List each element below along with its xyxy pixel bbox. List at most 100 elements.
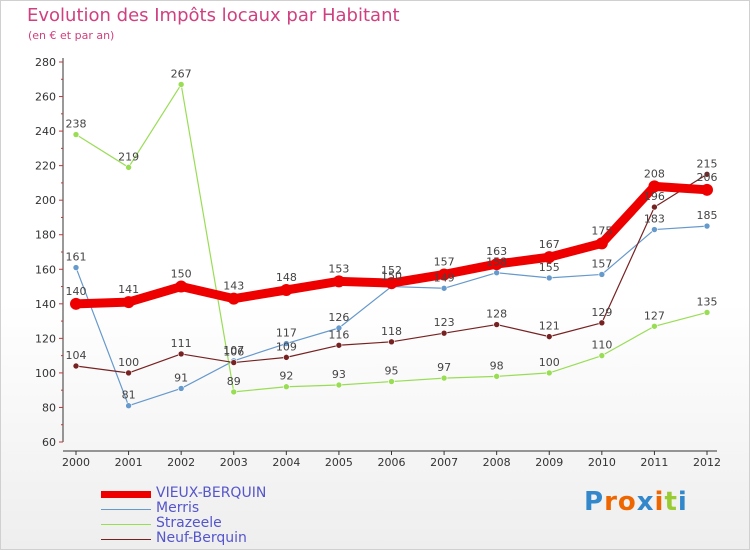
data-label: 116 [328,328,349,341]
x-tick-label: 2005 [325,456,353,469]
data-label: 158 [486,256,507,269]
logo-letter: r [604,487,618,517]
data-point [175,280,188,293]
data-point [70,297,82,310]
data-point [283,354,290,361]
x-tick-label: 2006 [378,456,406,469]
data-point [177,81,185,88]
data-point [177,350,185,358]
data-label: 155 [539,261,560,274]
data-label: 123 [434,316,455,329]
data-point [440,284,448,292]
data-label: 185 [697,209,718,222]
data-label: 238 [66,118,87,131]
data-label: 208 [644,167,665,180]
data-label: 215 [697,157,718,170]
y-tick-label: 140 [35,298,56,311]
y-tick-label: 240 [35,125,56,138]
data-point [493,321,500,328]
legend-label: Merris [156,500,200,516]
data-point [388,338,395,346]
data-label: 110 [591,339,612,352]
data-point [493,373,500,380]
logo-letter: i [654,487,665,517]
series-layer [70,81,713,410]
data-label: 150 [171,268,192,281]
data-label: 107 [223,344,244,357]
axes-layer: 60 80 100 120 140 160 180 200 220 240 260 280 2000 20… [35,56,721,469]
data-point [543,251,556,264]
legend-swatch [101,491,151,498]
data-point [283,340,290,347]
data-label: 149 [434,271,455,284]
data-label: 104 [66,349,87,362]
data-label: 157 [434,255,455,268]
legend-label: Neuf-Berquin [156,530,247,546]
data-label: 106 [223,346,244,359]
data-label: 153 [328,262,349,275]
x-tick-label: 2000 [62,456,90,469]
data-label: 91 [174,371,188,384]
data-point [388,378,395,385]
x-tick-label: 2004 [272,456,300,469]
data-point [651,203,658,211]
y-tick-label: 180 [35,229,56,242]
data-point [122,296,135,309]
data-point [493,269,500,277]
data-point [703,309,711,316]
data-label: 135 [697,295,718,308]
data-label: 100 [539,356,560,369]
logo-letter: x [636,487,655,517]
data-point [703,222,711,230]
data-point [545,274,553,282]
data-point [125,164,132,171]
legend-label: VIEUX-BERQUIN [156,485,267,501]
data-labels-layer: 140 141 150 143 148 153 152 157 163 167 175 208 206 1… [66,67,718,401]
data-point [72,362,80,370]
data-point [648,180,661,193]
x-tick-label: 2009 [535,456,563,469]
data-point [651,322,658,330]
data-label: 206 [697,171,718,184]
data-label: 140 [66,285,87,298]
data-label: 97 [437,361,451,374]
y-tick-label: 80 [42,401,56,414]
y-tick-label: 280 [35,56,56,69]
x-tick-label: 2007 [430,456,458,469]
chart-title: Evolution des Impôts locaux par Habitant [27,5,400,26]
x-tick-label: 2003 [220,456,248,469]
data-point [595,237,608,250]
data-label: 121 [539,320,560,333]
data-point [227,292,240,305]
y-tick-label: 60 [42,436,56,449]
y-tick-label: 120 [35,332,56,345]
y-tick-label: 260 [35,91,56,104]
data-label: 128 [486,308,507,321]
chart-subtitle: (en € et par an) [28,29,115,42]
data-label: 167 [539,238,560,251]
y-tick-label: 200 [35,194,56,207]
data-label: 148 [276,271,297,284]
data-label: 93 [332,368,346,381]
data-label: 127 [644,309,665,322]
data-label: 143 [223,280,244,293]
data-label: 219 [118,150,139,163]
x-tick-label: 2008 [483,456,511,469]
legend-swatch [101,524,151,525]
legend-label: Strazeele [156,515,222,531]
data-point [598,271,606,278]
x-tick-label: 2002 [167,456,195,469]
data-label: 109 [276,340,297,353]
data-point [125,402,132,410]
data-point [545,369,553,377]
data-label: 267 [171,67,192,80]
data-point [385,277,398,290]
data-label: 117 [276,327,297,340]
data-point [438,268,451,281]
legend-swatch [101,509,151,510]
data-point [598,319,606,327]
data-point [125,369,132,377]
data-label: 95 [385,365,399,378]
data-label: 100 [118,356,139,369]
